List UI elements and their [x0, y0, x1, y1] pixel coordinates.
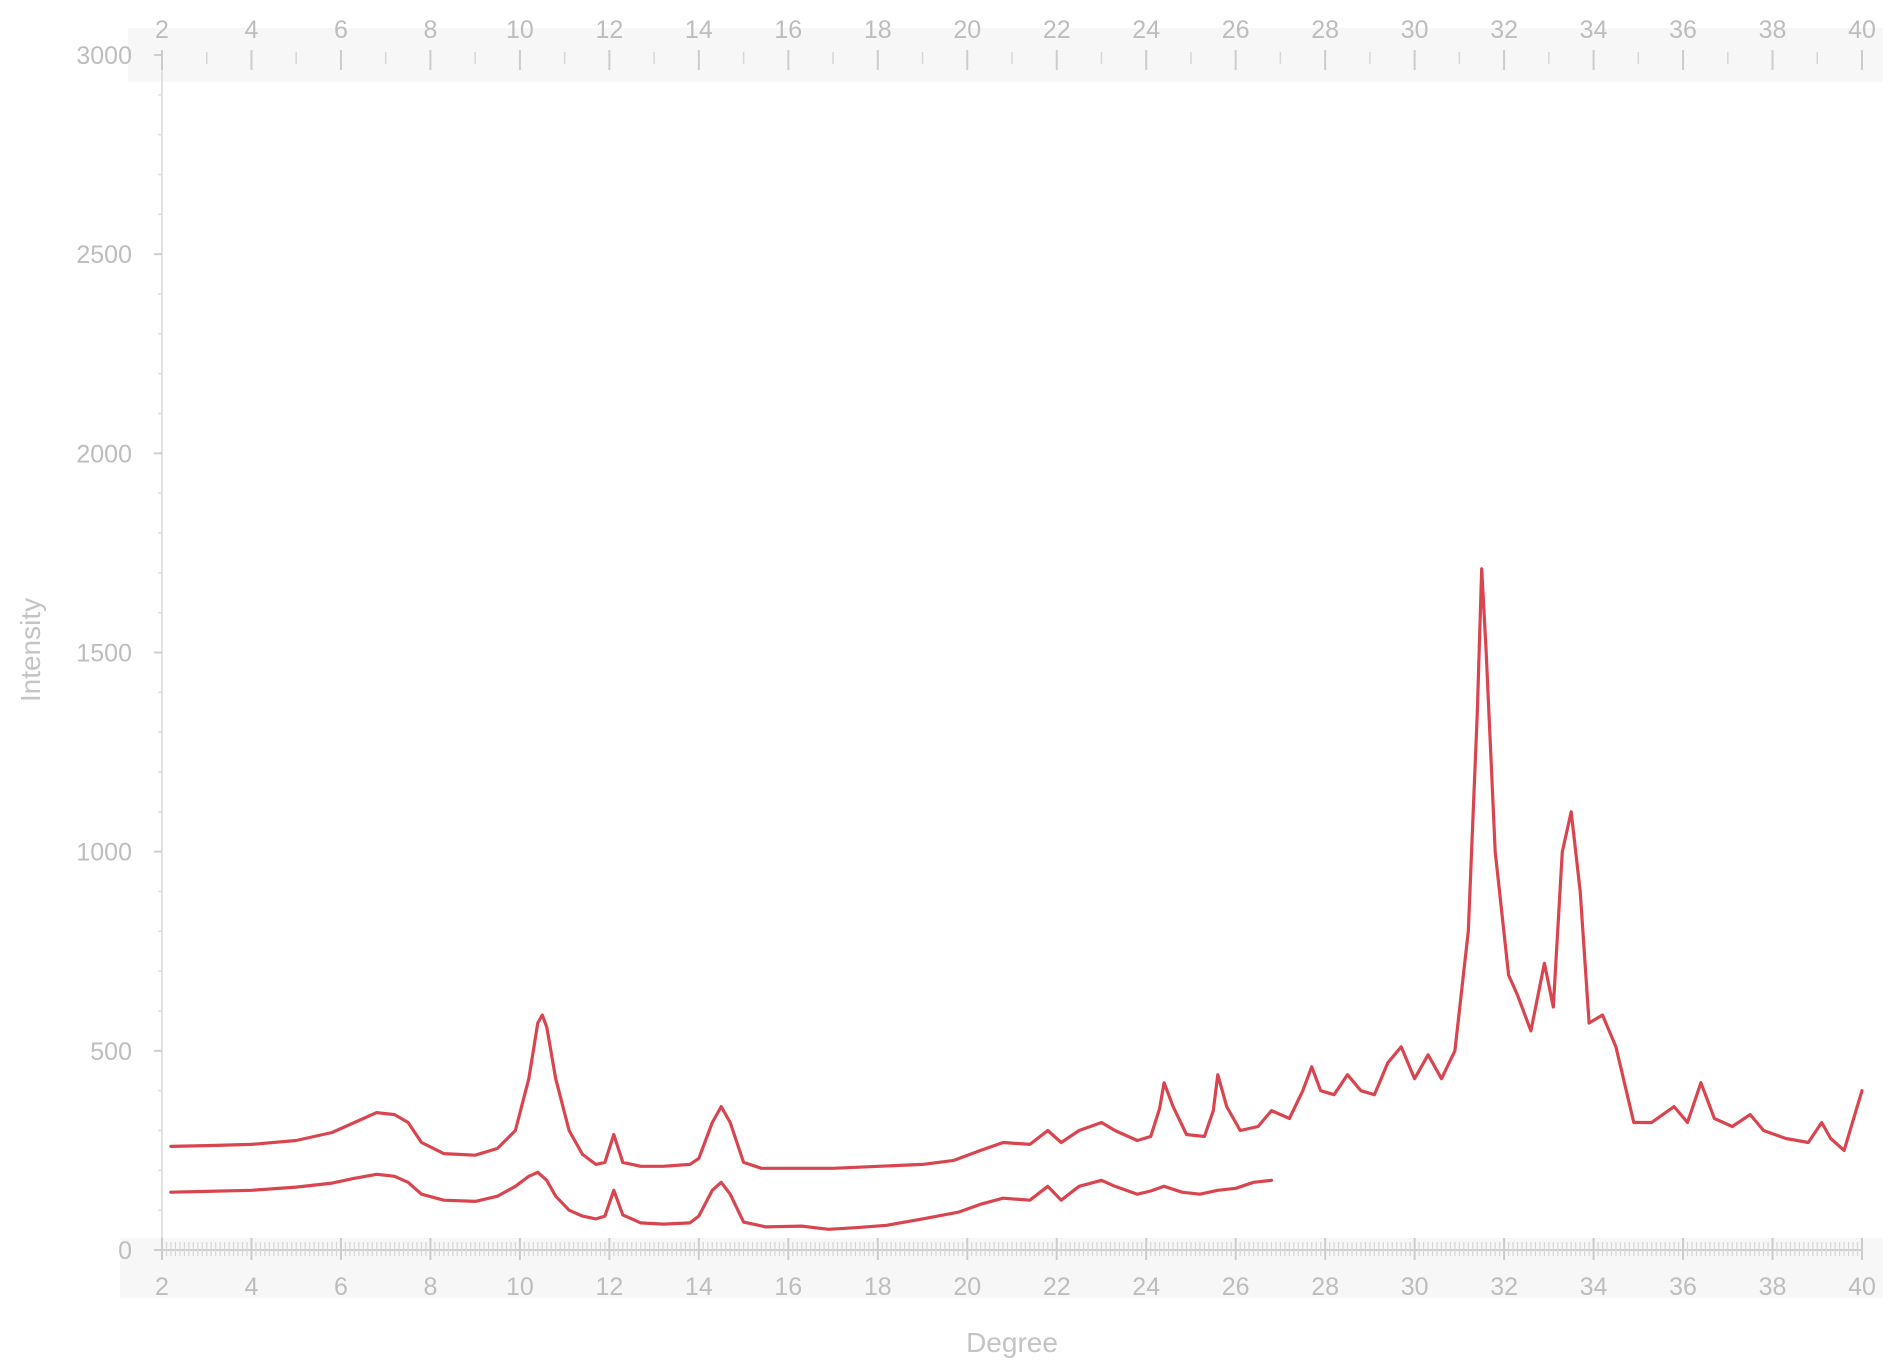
y-tick-label: 500	[90, 1038, 132, 1066]
x-tick-label-bottom: 20	[953, 1273, 981, 1301]
minor-ticks	[158, 52, 1863, 1256]
x-ticks-top: 2 4 6 8 10 12 14 16 18 20 22 24 26 28 30 32 34 36 38 40	[155, 16, 1876, 70]
x-tick-label-bottom: 10	[506, 1273, 534, 1301]
x-tick-label-bottom: 8	[423, 1273, 437, 1301]
x-tick-label-bottom: 30	[1401, 1273, 1429, 1301]
x-tick-label-bottom: 24	[1132, 1273, 1160, 1301]
x-tick-label-bottom: 18	[864, 1273, 892, 1301]
y-tick-label: 3000	[76, 42, 132, 70]
series-line-1	[169, 567, 1864, 1170]
x-tick-label-top: 4	[245, 16, 259, 44]
x-tick-label-top: 32	[1490, 16, 1518, 44]
x-tick-label-top: 12	[595, 16, 623, 44]
y-axis-title: Intensity	[15, 598, 46, 702]
series-line-2	[169, 1170, 1274, 1231]
x-tick-label-top: 14	[685, 16, 713, 44]
x-tick-label-bottom: 38	[1759, 1273, 1787, 1301]
x-tick-label-top: 20	[953, 16, 981, 44]
x-tick-label-top: 28	[1311, 16, 1339, 44]
x-tick-label-bottom: 4	[245, 1273, 259, 1301]
x-tick-label-top: 26	[1222, 16, 1250, 44]
x-tick-label-bottom: 14	[685, 1273, 713, 1301]
x-tick-label-bottom: 26	[1222, 1273, 1250, 1301]
x-tick-label-bottom: 16	[774, 1273, 802, 1301]
x-tick-label-bottom: 34	[1580, 1273, 1608, 1301]
x-tick-label-top: 8	[423, 16, 437, 44]
x-axis-title: Degree	[966, 1327, 1058, 1358]
y-tick-label: 2000	[76, 440, 132, 468]
x-tick-label-top: 22	[1043, 16, 1071, 44]
y-tick-label: 1500	[76, 640, 132, 668]
x-tick-label-bottom: 12	[595, 1273, 623, 1301]
x-tick-label-bottom: 6	[334, 1273, 348, 1301]
x-tick-label-top: 10	[506, 16, 534, 44]
x-tick-label-top: 2	[155, 16, 169, 44]
x-tick-label-bottom: 40	[1848, 1273, 1876, 1301]
x-tick-label-top: 36	[1669, 16, 1697, 44]
x-tick-label-top: 6	[334, 16, 348, 44]
y-tick-label: 0	[118, 1237, 132, 1265]
top-ruler-band	[128, 28, 1883, 82]
x-tick-label-bottom: 32	[1490, 1273, 1518, 1301]
x-tick-label-top: 40	[1848, 16, 1876, 44]
x-tick-label-top: 16	[774, 16, 802, 44]
y-tick-label: 2500	[76, 241, 132, 269]
x-tick-label-top: 34	[1580, 16, 1608, 44]
x-tick-label-bottom: 28	[1311, 1273, 1339, 1301]
x-tick-label-top: 30	[1401, 16, 1429, 44]
series-layer	[169, 567, 1864, 1231]
x-tick-label-bottom: 36	[1669, 1273, 1697, 1301]
y-ticks: 0 500 1000 1500 2000 2500 3000	[76, 42, 162, 1265]
x-tick-label-bottom: 22	[1043, 1273, 1071, 1301]
plot-frame	[120, 28, 1883, 1298]
x-ticks-bottom: 2 4 6 8 10 12 14 16 18 20 22 24 26 28 30 32 34 36 38 40	[155, 1238, 1876, 1301]
y-tick-label: 1000	[76, 839, 132, 867]
x-tick-label-top: 24	[1132, 16, 1160, 44]
x-tick-label-top: 18	[864, 16, 892, 44]
bottom-ruler-band	[120, 1238, 1883, 1298]
x-tick-label-top: 38	[1759, 16, 1787, 44]
x-tick-label-bottom: 2	[155, 1273, 169, 1301]
